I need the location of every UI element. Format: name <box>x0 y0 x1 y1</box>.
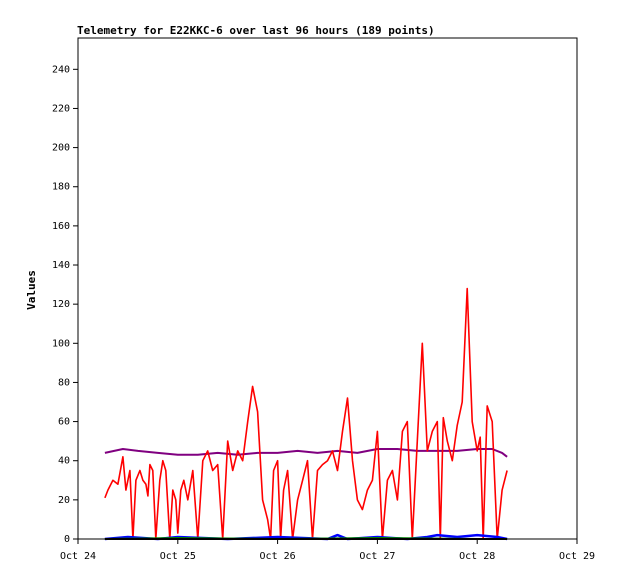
series-line-1 <box>104 287 508 540</box>
y-axis: 0 20 40 60 80 100 120 140 160 180 200 220 240 <box>52 64 78 545</box>
y-tick-label: 180 <box>52 182 70 193</box>
y-tick-label: 20 <box>58 495 70 506</box>
y-tick-label: 100 <box>52 338 70 349</box>
y-tick-label: 200 <box>52 143 70 154</box>
y-tick-label: 140 <box>52 260 70 271</box>
plot-frame <box>77 37 578 540</box>
y-tick-label: 120 <box>52 299 70 310</box>
x-tick-label: Oct 26 <box>260 551 296 562</box>
x-tick-label: Oct 24 <box>60 551 96 562</box>
y-tick-label: 160 <box>52 221 70 232</box>
x-tick-label: Oct 29 <box>559 551 595 562</box>
chart-title: Telemetry for E22KKC-6 over last 96 hour… <box>77 24 435 37</box>
y-tick-label: 220 <box>52 103 70 114</box>
series-layer <box>104 287 508 541</box>
y-tick-label: 40 <box>58 456 70 467</box>
x-axis: Oct 24 Oct 25 Oct 26 Oct 27 Oct 28 Oct 29 <box>60 539 595 562</box>
x-tick-label: Oct 27 <box>359 551 395 562</box>
series-line-0 <box>104 448 508 458</box>
y-tick-label: 240 <box>52 64 70 75</box>
y-axis-label: Values <box>25 270 38 310</box>
x-tick-label: Oct 25 <box>160 551 196 562</box>
y-tick-label: 0 <box>64 534 70 545</box>
x-tick-label: Oct 28 <box>459 551 495 562</box>
y-tick-label: 60 <box>58 417 70 428</box>
y-tick-label: 80 <box>58 377 70 388</box>
